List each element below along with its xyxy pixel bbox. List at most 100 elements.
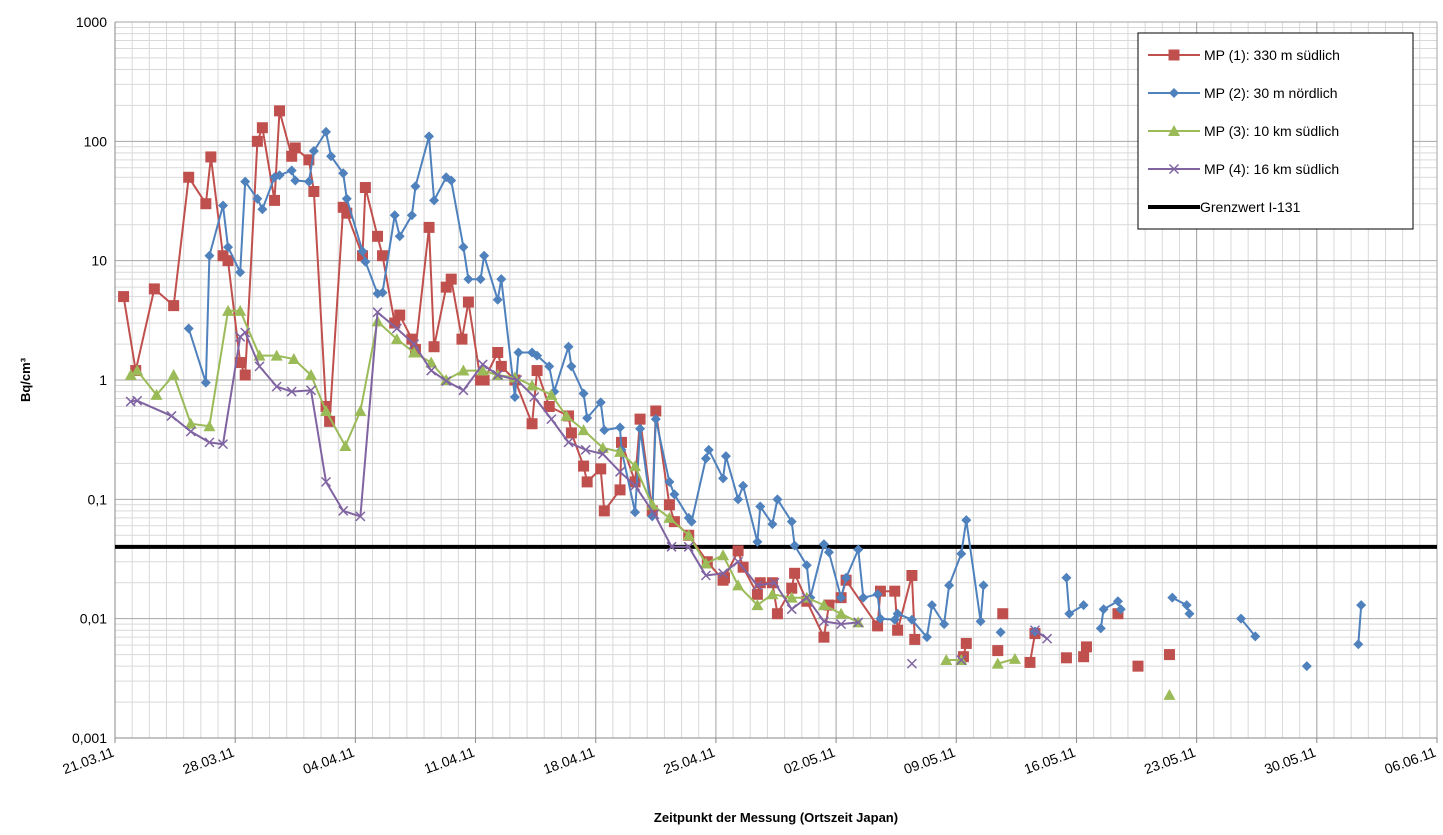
marker: [150, 388, 163, 400]
marker: [630, 507, 641, 518]
marker: [458, 385, 469, 396]
x-tick-label: 04.04.11: [301, 744, 357, 777]
marker: [320, 404, 333, 416]
marker: [909, 633, 921, 645]
marker: [733, 556, 744, 567]
marker: [853, 544, 864, 555]
marker: [406, 210, 417, 221]
marker: [286, 150, 298, 162]
marker: [978, 580, 989, 591]
marker: [595, 397, 606, 408]
series-line: [130, 310, 1048, 640]
marker: [372, 307, 383, 318]
marker: [563, 341, 574, 352]
marker: [578, 388, 589, 399]
marker: [700, 570, 711, 581]
marker: [635, 423, 646, 434]
marker: [906, 570, 918, 582]
marker: [766, 588, 779, 600]
marker: [858, 592, 869, 603]
marker: [124, 369, 137, 381]
marker: [131, 364, 144, 376]
marker: [496, 274, 507, 285]
marker: [566, 361, 577, 372]
marker: [738, 480, 749, 491]
x-tick-label: 28.03.11: [180, 744, 236, 777]
marker: [663, 499, 675, 511]
marker: [389, 210, 400, 221]
marker: [718, 572, 730, 584]
marker: [1078, 651, 1090, 663]
y-tick-label: 0,001: [72, 730, 107, 746]
series: [124, 304, 1176, 700]
marker: [599, 425, 610, 436]
marker: [426, 365, 437, 376]
marker: [338, 505, 349, 516]
y-tick-label: 1000: [76, 14, 107, 30]
marker: [513, 347, 524, 358]
marker: [755, 501, 766, 512]
marker: [823, 599, 835, 611]
marker: [446, 175, 457, 186]
marker: [394, 309, 406, 321]
marker: [183, 323, 194, 334]
marker: [167, 369, 180, 381]
marker: [650, 405, 662, 417]
x-tick-label: 06.06.11: [1382, 744, 1438, 777]
marker: [699, 557, 712, 569]
marker: [256, 122, 268, 134]
series: [183, 126, 1367, 672]
series: [125, 307, 1053, 669]
marker: [458, 242, 469, 253]
marker: [183, 171, 195, 183]
marker: [771, 608, 783, 620]
marker: [892, 624, 904, 636]
marker: [1024, 656, 1036, 668]
marker: [360, 256, 371, 267]
marker: [305, 369, 318, 381]
marker: [478, 374, 490, 386]
marker: [305, 385, 317, 396]
marker: [872, 620, 884, 632]
marker: [1301, 661, 1312, 672]
marker: [940, 654, 953, 666]
marker: [445, 273, 457, 285]
marker: [338, 168, 349, 179]
marker: [390, 333, 403, 345]
marker: [1112, 596, 1123, 607]
marker: [270, 349, 283, 361]
marker: [875, 613, 886, 624]
x-tick-label: 25.04.11: [661, 744, 717, 777]
x-tick-label: 11.04.11: [422, 744, 477, 777]
marker: [456, 333, 468, 345]
marker: [223, 242, 234, 253]
marker: [786, 604, 797, 615]
marker: [359, 182, 371, 194]
marker: [975, 616, 986, 627]
marker: [991, 657, 1004, 669]
marker: [732, 545, 744, 557]
marker: [563, 437, 574, 448]
marker: [1184, 608, 1195, 619]
marker: [222, 304, 235, 316]
marker: [1250, 631, 1261, 642]
marker: [476, 364, 489, 376]
marker: [906, 614, 917, 625]
marker: [565, 427, 577, 439]
marker: [732, 579, 745, 591]
marker: [257, 204, 268, 215]
marker: [526, 418, 538, 430]
marker: [1163, 649, 1175, 661]
marker: [614, 484, 626, 496]
marker: [939, 619, 950, 630]
marker: [1078, 600, 1089, 611]
marker: [544, 361, 555, 372]
y-tick-label: 100: [84, 133, 108, 149]
marker: [274, 170, 285, 181]
marker: [818, 631, 830, 643]
marker: [234, 357, 246, 369]
marker: [326, 151, 337, 162]
marker: [1353, 639, 1364, 650]
marker: [1112, 608, 1124, 620]
